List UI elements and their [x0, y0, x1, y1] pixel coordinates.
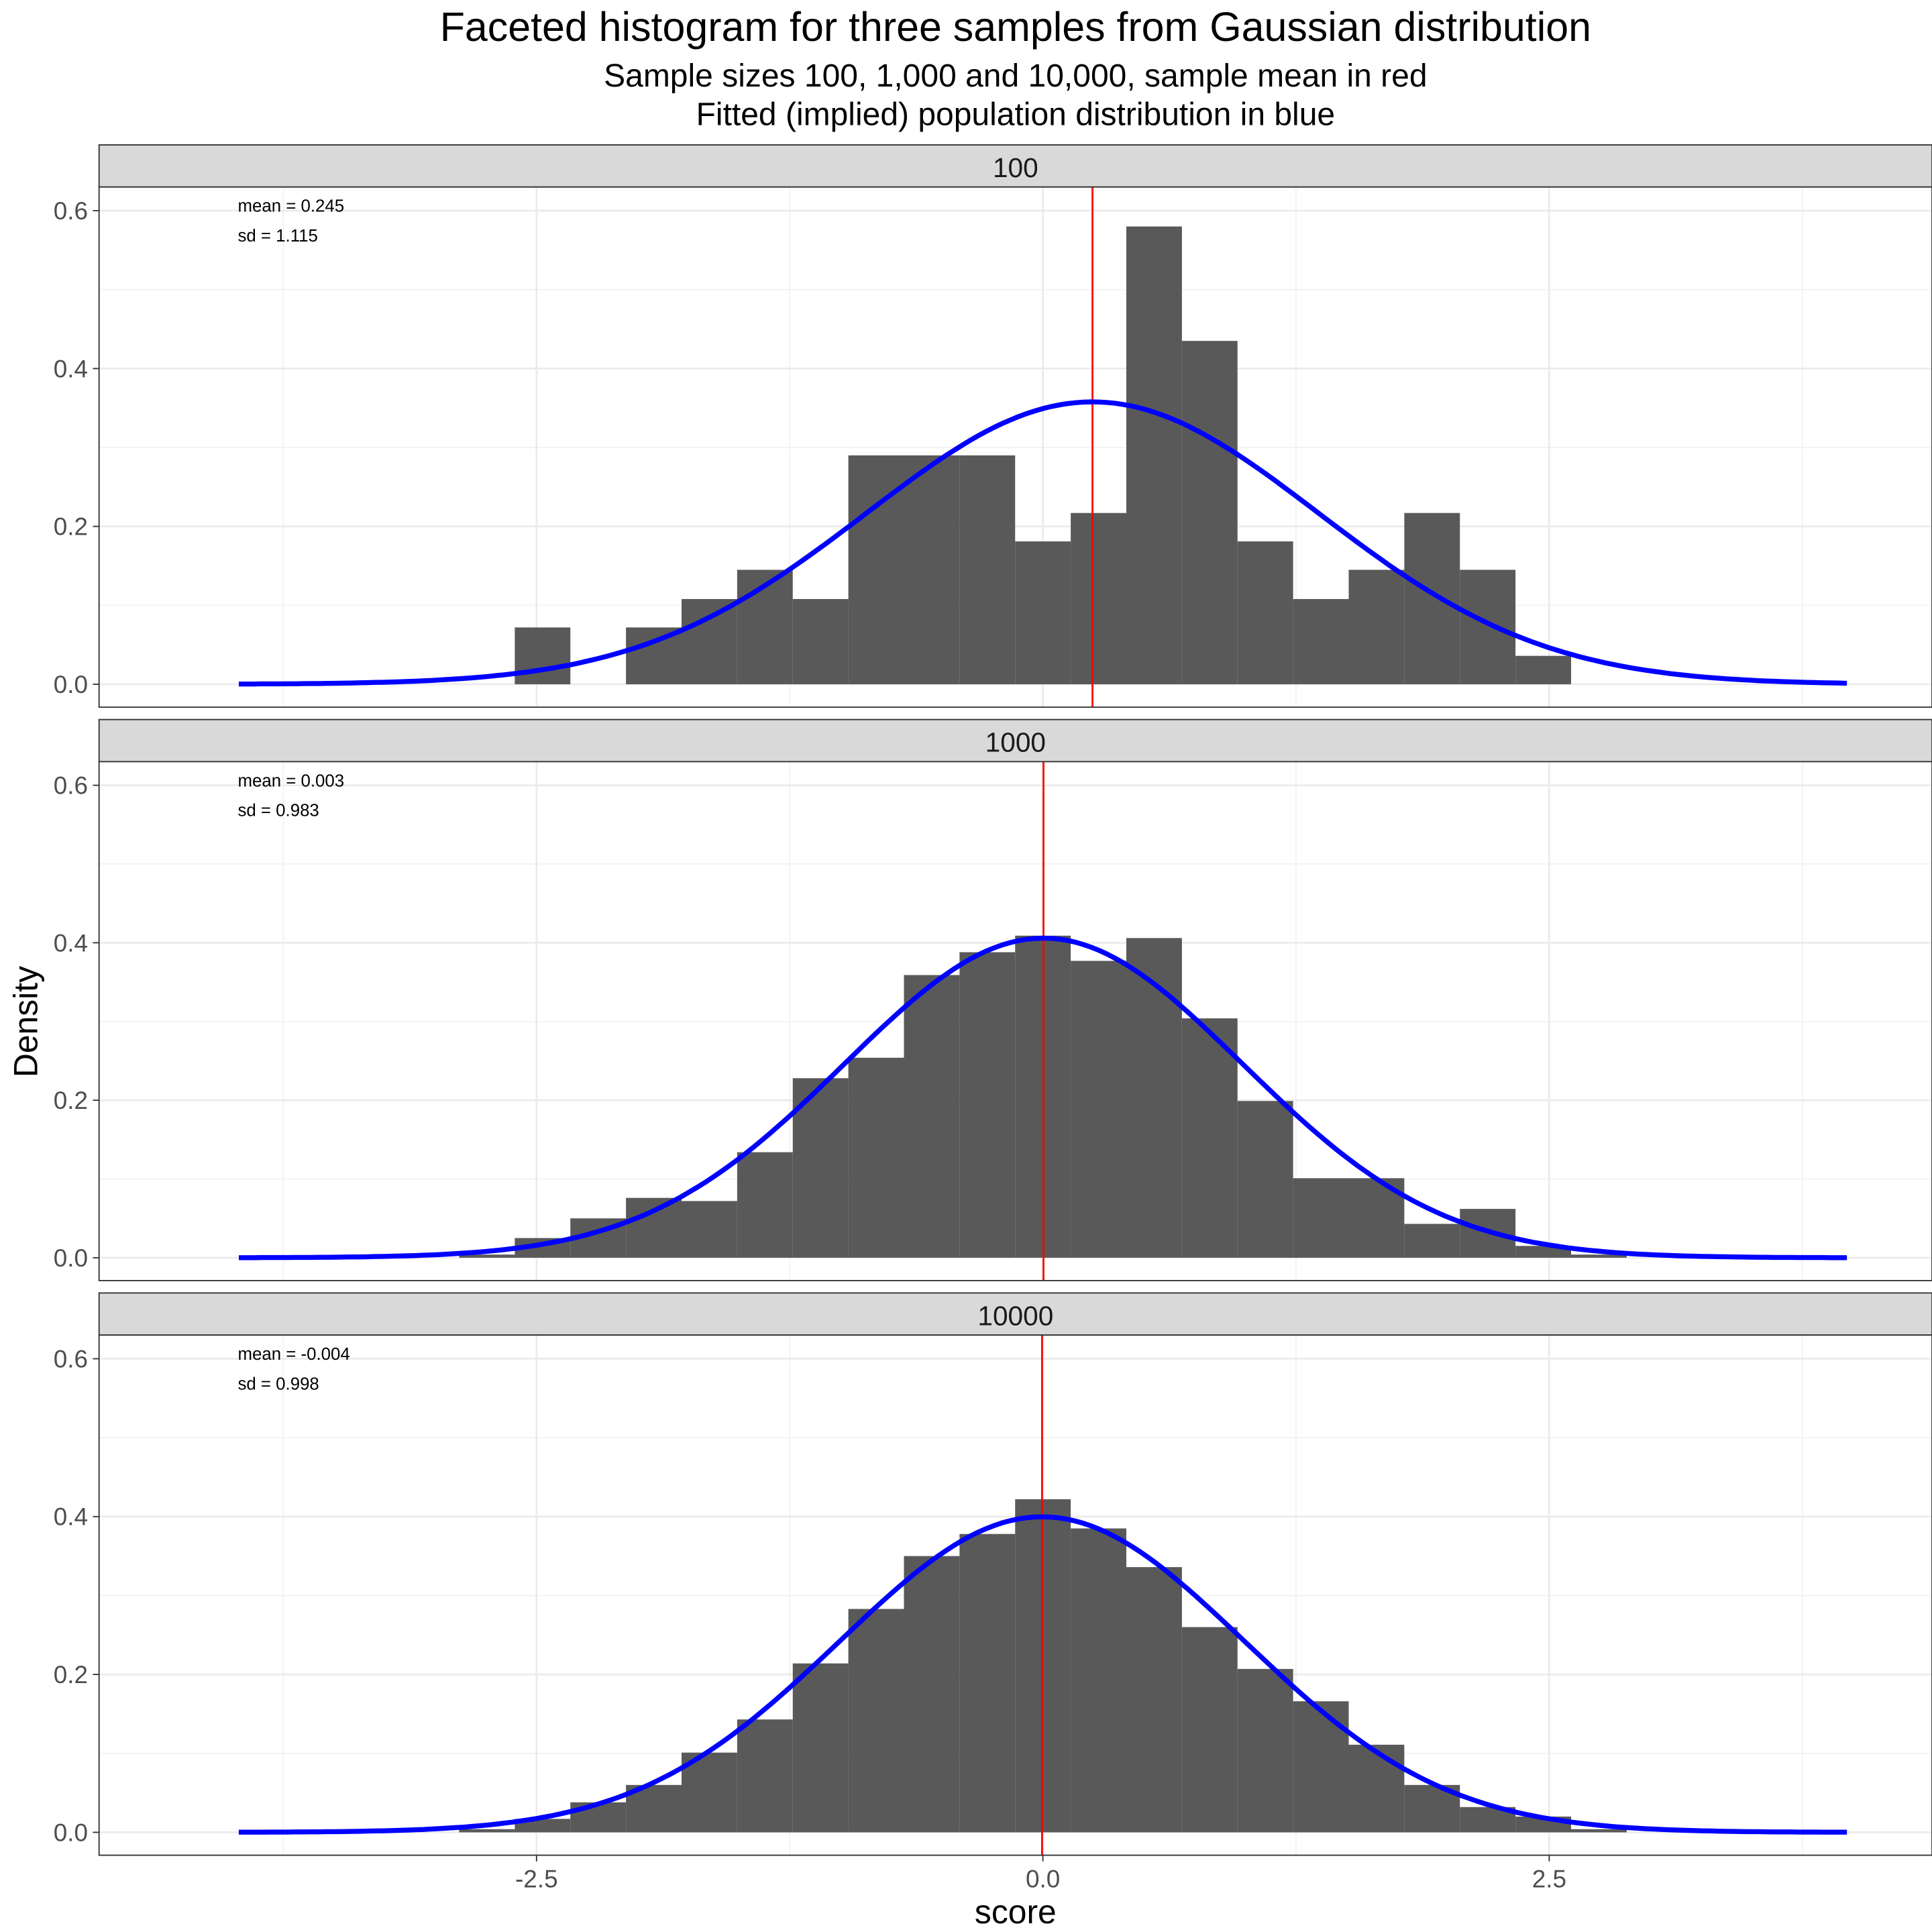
histogram-bar	[1071, 513, 1126, 685]
histogram-bar	[1515, 655, 1571, 685]
y-tick-label: 0.6	[54, 197, 88, 225]
x-tick-label: 2.5	[1532, 1866, 1566, 1893]
histogram-bar	[626, 1197, 682, 1258]
annotation-sd: sd = 1.115	[237, 227, 317, 246]
x-tick-label: -2.5	[515, 1866, 558, 1893]
x-tick-label: 0.0	[1026, 1866, 1060, 1893]
y-tick-label: 0.4	[54, 355, 88, 382]
histogram-bar	[681, 1201, 737, 1258]
fitted-normal-curve	[238, 1514, 1847, 1835]
histogram-bar	[459, 1829, 515, 1833]
histogram-bar	[1237, 1101, 1293, 1258]
chart-subtitle-line-2: Fitted (implied) population distribution…	[696, 97, 1336, 132]
histogram-bar	[1126, 938, 1182, 1258]
histogram-bar	[737, 1719, 793, 1833]
histogram-bar	[1126, 1567, 1182, 1833]
panel-border	[98, 1334, 1932, 1856]
y-tick-label: 0.0	[54, 1244, 88, 1272]
histogram-bar	[1237, 1668, 1293, 1833]
histogram-bar	[570, 1802, 627, 1833]
histogram-bar	[1570, 1254, 1627, 1258]
histogram-bar	[737, 570, 793, 685]
y-tick-label: 0.2	[54, 1087, 88, 1114]
histogram-bar	[1570, 1829, 1627, 1833]
histogram-bar	[681, 598, 737, 685]
histogram-bar	[904, 455, 960, 685]
histogram-bar	[737, 1152, 793, 1258]
chart-subtitle-line-1: Sample sizes 100, 1,000 and 10,000, samp…	[604, 58, 1427, 94]
facet-panel-1000: 1000 0.0 0.2 0.4 0.6 mean = 0.003 sd = 0.983	[54, 718, 1932, 1281]
histogram-bar	[515, 627, 571, 685]
x-axis: -2.5 0.0 2.5	[515, 1855, 1566, 1893]
histogram-bar	[1293, 598, 1349, 685]
histogram-bar	[1071, 1528, 1126, 1833]
histogram-bar	[848, 1057, 904, 1258]
annotation-mean: mean = 0.003	[237, 771, 344, 790]
histogram-bar	[1071, 961, 1126, 1258]
histogram-bar	[848, 1609, 904, 1833]
annotation-mean: mean = 0.245	[237, 197, 344, 216]
fitted-normal-curve	[238, 935, 1847, 1260]
histogram-bar	[1293, 1701, 1349, 1833]
facet-panel-10000: 10000 0.0 0.2 0.4 0.6 mean = -0.004 sd = 0.998	[54, 1292, 1932, 1856]
histogram-bar	[459, 1254, 515, 1258]
histogram-bar	[1404, 1224, 1460, 1258]
histogram-bar	[1237, 541, 1293, 685]
histogram-bar	[1293, 1178, 1349, 1258]
histogram-bar	[1181, 1018, 1238, 1258]
panel-border	[98, 761, 1932, 1281]
histogram-bar	[1404, 513, 1460, 685]
y-tick-label: 0.4	[54, 929, 88, 957]
y-tick-label: 0.0	[54, 1819, 88, 1846]
histogram-bar	[515, 1819, 571, 1833]
histogram-bar	[792, 1078, 849, 1258]
chart-title: Faceted histogram for three samples from…	[440, 4, 1591, 50]
y-tick-label: 0.6	[54, 1345, 88, 1373]
y-tick-label: 0.0	[54, 671, 88, 698]
facet-strip-label: 1000	[985, 727, 1046, 758]
histogram-bar	[1181, 341, 1238, 685]
annotation-sd: sd = 0.983	[237, 802, 319, 820]
histogram-bar	[1015, 541, 1071, 685]
y-tick-label: 0.2	[54, 513, 88, 541]
x-axis-label: score	[975, 1893, 1057, 1931]
histogram-bar	[792, 1663, 849, 1833]
facet-strip-label: 100	[993, 152, 1038, 183]
histogram-bar	[792, 598, 849, 685]
facet-strip	[98, 1292, 1932, 1336]
facet-panel-100: 100 0.0 0.2 0.4 0.6 mean = 0.245 sd = 1.115	[54, 144, 1932, 708]
histogram-bar	[959, 1534, 1016, 1833]
panel-border	[98, 186, 1932, 708]
histogram-bar	[681, 1752, 737, 1833]
histogram-bar	[1126, 226, 1182, 685]
histogram-bar	[1181, 1627, 1238, 1833]
histogram-bar	[626, 627, 682, 685]
histogram-bar	[904, 1556, 960, 1833]
histogram-bar	[1348, 1744, 1405, 1833]
histogram-bar	[1460, 570, 1516, 685]
annotation-sd: sd = 0.998	[237, 1375, 319, 1393]
fitted-normal-curve	[238, 399, 1847, 687]
histogram-bar	[1515, 1246, 1571, 1258]
y-axis-label: Density	[7, 966, 44, 1077]
y-tick-label: 0.4	[54, 1503, 88, 1531]
histogram-bar	[1348, 570, 1405, 685]
facet-strip	[98, 144, 1932, 188]
histogram-bar	[904, 975, 960, 1258]
y-tick-label: 0.6	[54, 772, 88, 800]
annotation-mean: mean = -0.004	[237, 1345, 350, 1364]
histogram-bar	[959, 952, 1016, 1258]
facet-strip-label: 10000	[977, 1300, 1053, 1331]
histogram-bar	[959, 455, 1016, 685]
y-tick-label: 0.2	[54, 1661, 88, 1688]
